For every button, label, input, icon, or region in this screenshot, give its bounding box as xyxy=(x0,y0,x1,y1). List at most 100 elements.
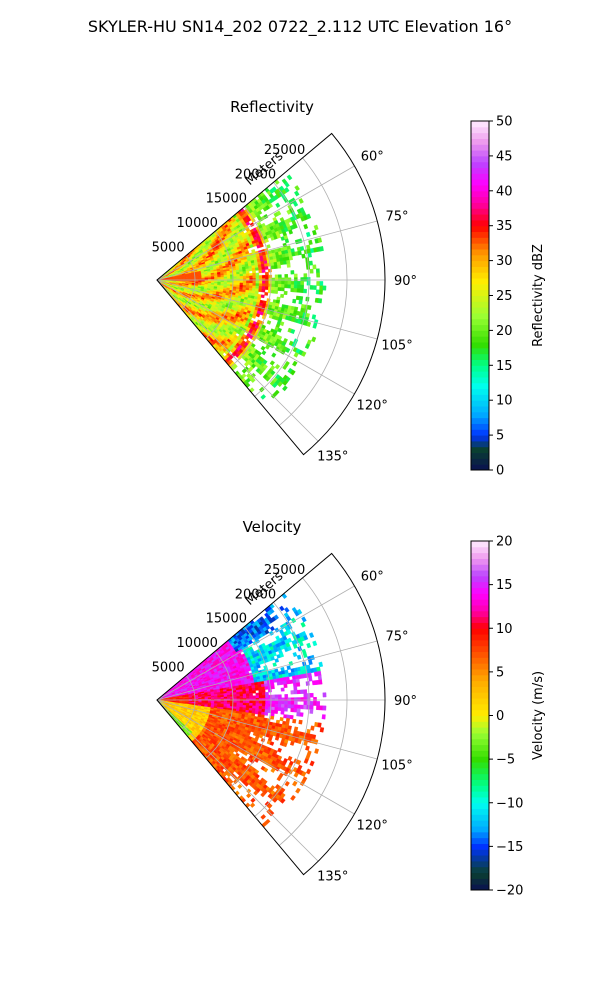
field-cell xyxy=(281,277,285,282)
field-cell xyxy=(258,700,263,704)
field-cell xyxy=(277,274,282,279)
field-cell xyxy=(296,708,301,713)
azimuth-tick-label: 75° xyxy=(386,210,409,225)
colorbar-tick-label: 0 xyxy=(496,464,504,479)
field-cell xyxy=(272,662,277,667)
colorbar-tick-label: 5 xyxy=(496,429,504,444)
colorbar-segment xyxy=(471,371,489,378)
field-cell xyxy=(300,697,304,702)
field-cell xyxy=(261,286,266,290)
field-cell xyxy=(252,283,257,287)
field-cell xyxy=(278,277,282,282)
field-cell xyxy=(293,273,298,278)
field-cell xyxy=(277,700,282,705)
field-cell xyxy=(279,680,284,686)
field-cell xyxy=(255,272,260,276)
azimuth-tick-label: 90° xyxy=(394,274,417,289)
field-cell xyxy=(300,281,305,286)
field-cell xyxy=(261,686,266,691)
field-cell xyxy=(287,697,292,702)
field-cell xyxy=(265,271,269,276)
field-cell xyxy=(268,277,273,282)
field-cell xyxy=(207,277,212,280)
field-cell xyxy=(261,703,266,707)
field-cell xyxy=(288,229,294,235)
colorbar-segment xyxy=(471,353,489,360)
field-cell xyxy=(239,691,244,695)
field-cell xyxy=(242,282,247,286)
field-cell xyxy=(283,683,288,689)
field-cell xyxy=(268,286,272,291)
field-cell xyxy=(270,715,275,720)
field-cell xyxy=(252,695,257,699)
field-cell xyxy=(245,282,250,286)
field-cell xyxy=(319,246,324,252)
field-cell xyxy=(284,181,290,188)
field-cell xyxy=(258,283,263,287)
field-cell xyxy=(271,703,276,708)
field-cell xyxy=(303,693,308,698)
field-cell xyxy=(315,679,320,685)
field-cell xyxy=(274,703,279,708)
field-cell xyxy=(249,698,254,701)
field-cell xyxy=(277,264,282,269)
field-cell xyxy=(271,700,276,705)
field-cell xyxy=(265,697,269,702)
colorbar-tick-label: 35 xyxy=(496,219,513,234)
field-cell xyxy=(300,689,304,694)
colorbar-segment xyxy=(471,243,489,250)
field-cell xyxy=(296,284,301,290)
field-cell xyxy=(277,283,282,288)
field-cell xyxy=(265,703,269,708)
colorbar-segment xyxy=(471,307,489,314)
field-cell xyxy=(280,287,285,292)
field-cell xyxy=(307,672,312,678)
field-cell xyxy=(287,700,292,705)
field-cell xyxy=(242,702,247,706)
field-cell xyxy=(292,223,298,229)
colorbar-segment xyxy=(471,144,489,151)
field-cell xyxy=(292,360,298,367)
colorbar-segment xyxy=(471,248,489,256)
field-cell xyxy=(262,280,266,285)
field-cell xyxy=(298,641,304,647)
field-cell xyxy=(248,285,253,289)
field-cell xyxy=(316,272,321,278)
field-cell xyxy=(313,696,317,702)
field-cell xyxy=(286,665,291,671)
azimuth-tick-label: 105° xyxy=(381,338,412,353)
field-cell xyxy=(321,714,326,720)
field-cell xyxy=(289,714,294,720)
field-cell xyxy=(281,697,285,702)
field-cell xyxy=(236,273,241,277)
colorbar-segment xyxy=(471,417,489,424)
colorbar-segment xyxy=(471,295,489,302)
field-cell xyxy=(303,273,308,278)
field-cell xyxy=(261,706,266,710)
colorbar-segment xyxy=(471,429,489,436)
field-cell xyxy=(258,275,263,279)
field-cell xyxy=(246,280,250,284)
field-cell xyxy=(300,621,306,628)
field-cell xyxy=(261,283,266,287)
field-cell xyxy=(242,273,247,277)
field-cell xyxy=(317,298,323,304)
field-cell xyxy=(265,277,269,282)
field-cell xyxy=(248,268,253,272)
colorbar-segment xyxy=(471,126,489,134)
field-cell xyxy=(262,277,266,282)
field-cell xyxy=(290,701,295,706)
field-cell xyxy=(274,700,279,705)
field-cell xyxy=(255,703,260,707)
field-cell xyxy=(309,285,314,290)
field-cell xyxy=(242,275,247,279)
field-cell xyxy=(236,700,241,704)
field-cell xyxy=(271,694,276,699)
field-cell xyxy=(268,280,273,285)
colorbar-segment xyxy=(471,411,489,419)
field-cell xyxy=(242,280,247,284)
field-cell xyxy=(223,276,228,279)
field-cell xyxy=(277,747,282,753)
